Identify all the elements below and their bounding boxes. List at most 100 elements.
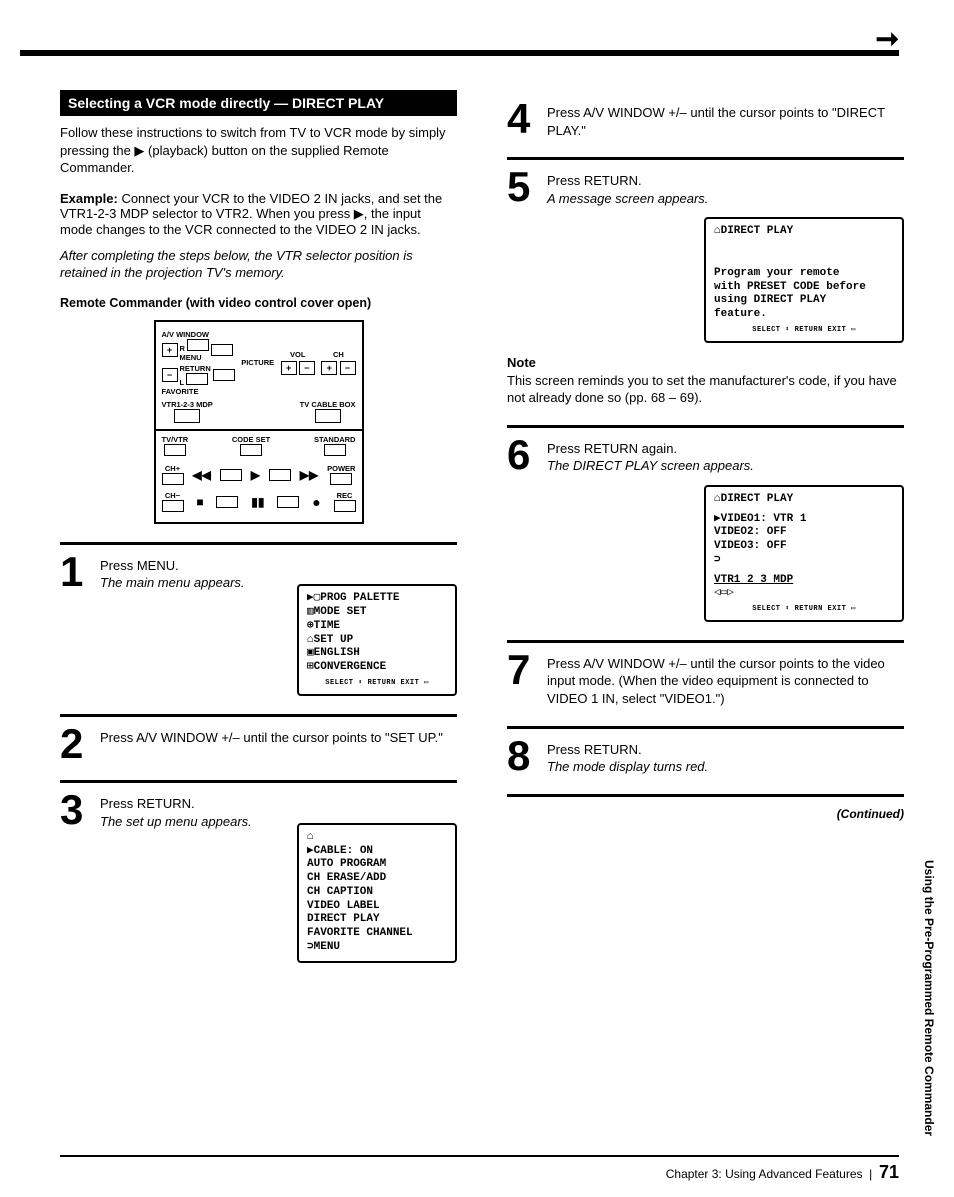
- osd-line: ⊃: [714, 554, 894, 568]
- example-block: Example: Connect your VCR to the VIDEO 2…: [60, 191, 457, 237]
- left-column: Selecting a VCR mode directly — DIRECT P…: [60, 90, 457, 963]
- step-rule: [60, 714, 457, 717]
- diag-btn: [315, 409, 341, 423]
- remote-diagram: A/V WINDOW + R MENU − RETURN: [154, 320, 364, 524]
- osd-line: using DIRECT PLAY: [714, 294, 894, 308]
- minus-button: −: [340, 361, 356, 375]
- step-8: 8 Press RETURN. The mode display turns r…: [507, 737, 904, 776]
- step-body: Press RETURN. The mode display turns red…: [547, 737, 904, 776]
- osd-line: ▶VIDEO1: VTR 1: [714, 513, 894, 527]
- minus-button: −: [299, 361, 315, 375]
- osd-line: CH CAPTION: [307, 886, 447, 900]
- intro-text: Follow these instructions to switch from…: [60, 124, 457, 177]
- step-number: 4: [507, 100, 537, 138]
- section-title: Selecting a VCR mode directly — DIRECT P…: [60, 90, 457, 116]
- standard-label: STANDARD: [314, 435, 356, 444]
- step-head: Press RETURN.: [547, 742, 642, 757]
- favorite-label: FAVORITE: [162, 387, 235, 396]
- diag-btn: [277, 496, 299, 508]
- step-head: Press RETURN.: [547, 173, 642, 188]
- footer-rule: [60, 1155, 899, 1157]
- step-6: 6 Press RETURN again. The DIRECT PLAY sc…: [507, 436, 904, 622]
- osd-line: ⌂SET UP: [307, 634, 447, 648]
- vol-label: VOL: [281, 350, 315, 359]
- osd-line: VIDEO2: OFF: [714, 526, 894, 540]
- step-7: 7 Press A/V WINDOW +/– until the cursor …: [507, 651, 904, 708]
- diag-btn: [220, 469, 242, 481]
- osd-line: ⊞CONVERGENCE: [307, 661, 447, 675]
- step-rule: [507, 425, 904, 428]
- page-columns: Selecting a VCR mode directly — DIRECT P…: [60, 90, 904, 963]
- right-column: 4 Press A/V WINDOW +/– until the cursor …: [507, 90, 904, 963]
- remote-caption: Remote Commander (with video control cov…: [60, 296, 457, 310]
- osd-line: AUTO PROGRAM: [307, 858, 447, 872]
- osd-footer: SELECT ⬍ RETURN EXIT ▭: [714, 605, 894, 614]
- diag-btn: [211, 344, 233, 356]
- step-rule: [60, 780, 457, 783]
- chapter-label: Chapter 3: Using Advanced Features: [666, 1167, 863, 1181]
- diag-btn: [216, 496, 238, 508]
- chplus-label: CH+: [162, 464, 184, 473]
- osd-message: ⌂DIRECT PLAY Program your remote with PR…: [704, 217, 904, 343]
- diag-btn: [213, 369, 235, 381]
- diag-btn: [330, 473, 352, 485]
- example-label: Example:: [60, 191, 118, 206]
- osd-direct-play: ⌂DIRECT PLAY ▶VIDEO1: VTR 1 VIDEO2: OFF …: [704, 485, 904, 622]
- osd-setup-menu: ⌂ ▶CABLE: ON AUTO PROGRAM CH ERASE/ADD C…: [297, 823, 457, 963]
- step-head: Press RETURN.: [100, 796, 195, 811]
- diag-btn: [162, 500, 184, 512]
- step-body: Press A/V WINDOW +/– until the cursor po…: [547, 100, 904, 139]
- plus-button: +: [321, 361, 337, 375]
- step-number: 7: [507, 651, 537, 689]
- step-number: 8: [507, 737, 537, 775]
- step-sub: The mode display turns red.: [547, 759, 708, 774]
- top-rule: [20, 50, 899, 56]
- diag-btn: [240, 444, 262, 456]
- osd-line: ▣ENGLISH: [307, 647, 447, 661]
- page-footer: Chapter 3: Using Advanced Features | 71: [666, 1162, 899, 1183]
- osd-line: ▥MODE SET: [307, 606, 447, 620]
- osd-line: ⌂: [307, 831, 447, 845]
- codeset-label: CODE SET: [232, 435, 270, 444]
- diag-btn: [162, 473, 184, 485]
- step-3: 3 Press RETURN. The set up menu appears.…: [60, 791, 457, 962]
- osd-line: ◁▭▷: [714, 587, 894, 601]
- step-number: 5: [507, 168, 537, 206]
- osd-footer: SELECT ⬍ RETURN EXIT ▭: [714, 326, 894, 335]
- diag-btn: [269, 469, 291, 481]
- ch-label: CH: [321, 350, 355, 359]
- diag-btn: [187, 339, 209, 351]
- osd-line: ⊕TIME: [307, 620, 447, 634]
- step-sub: The main menu appears.: [100, 575, 245, 590]
- minus-button: −: [162, 368, 178, 382]
- osd-line: ⊃MENU: [307, 941, 447, 955]
- osd-line: Program your remote: [714, 267, 894, 281]
- osd-line: VIDEO3: OFF: [714, 540, 894, 554]
- diag-btn: [164, 444, 186, 456]
- osd-line: VTR1 2 3 MDP: [714, 574, 894, 588]
- osd-line: ▶▢PROG PALETTE: [307, 592, 447, 606]
- step-1: 1 Press MENU. The main menu appears. ▶▢P…: [60, 553, 457, 696]
- note-body: This screen reminds you to set the manuf…: [507, 372, 904, 407]
- step-rule: [507, 794, 904, 797]
- note-heading: Note: [507, 355, 904, 370]
- chminus-label: CH−: [162, 491, 184, 500]
- step-2: 2 Press A/V WINDOW +/– until the cursor …: [60, 725, 457, 763]
- diag-btn: [324, 444, 346, 456]
- plus-button: +: [162, 343, 178, 357]
- r-label: R: [180, 344, 185, 353]
- osd-line: VIDEO LABEL: [307, 900, 447, 914]
- after-note: After completing the steps below, the VT…: [60, 247, 457, 282]
- picture-label: PICTURE: [241, 358, 274, 367]
- osd-title: ⌂DIRECT PLAY: [714, 225, 894, 239]
- step-body: Press MENU. The main menu appears. ▶▢PRO…: [100, 553, 457, 696]
- osd-title: ⌂DIRECT PLAY: [714, 493, 894, 507]
- osd-line: DIRECT PLAY: [307, 913, 447, 927]
- step-number: 3: [60, 791, 90, 829]
- diag-btn: [186, 373, 208, 385]
- step-number: 1: [60, 553, 90, 591]
- diag-btn: [334, 500, 356, 512]
- rec-label: REC: [334, 491, 356, 500]
- menu-label: MENU: [180, 353, 210, 362]
- osd-main-menu: ▶▢PROG PALETTE ▥MODE SET ⊕TIME ⌂SET UP ▣…: [297, 584, 457, 695]
